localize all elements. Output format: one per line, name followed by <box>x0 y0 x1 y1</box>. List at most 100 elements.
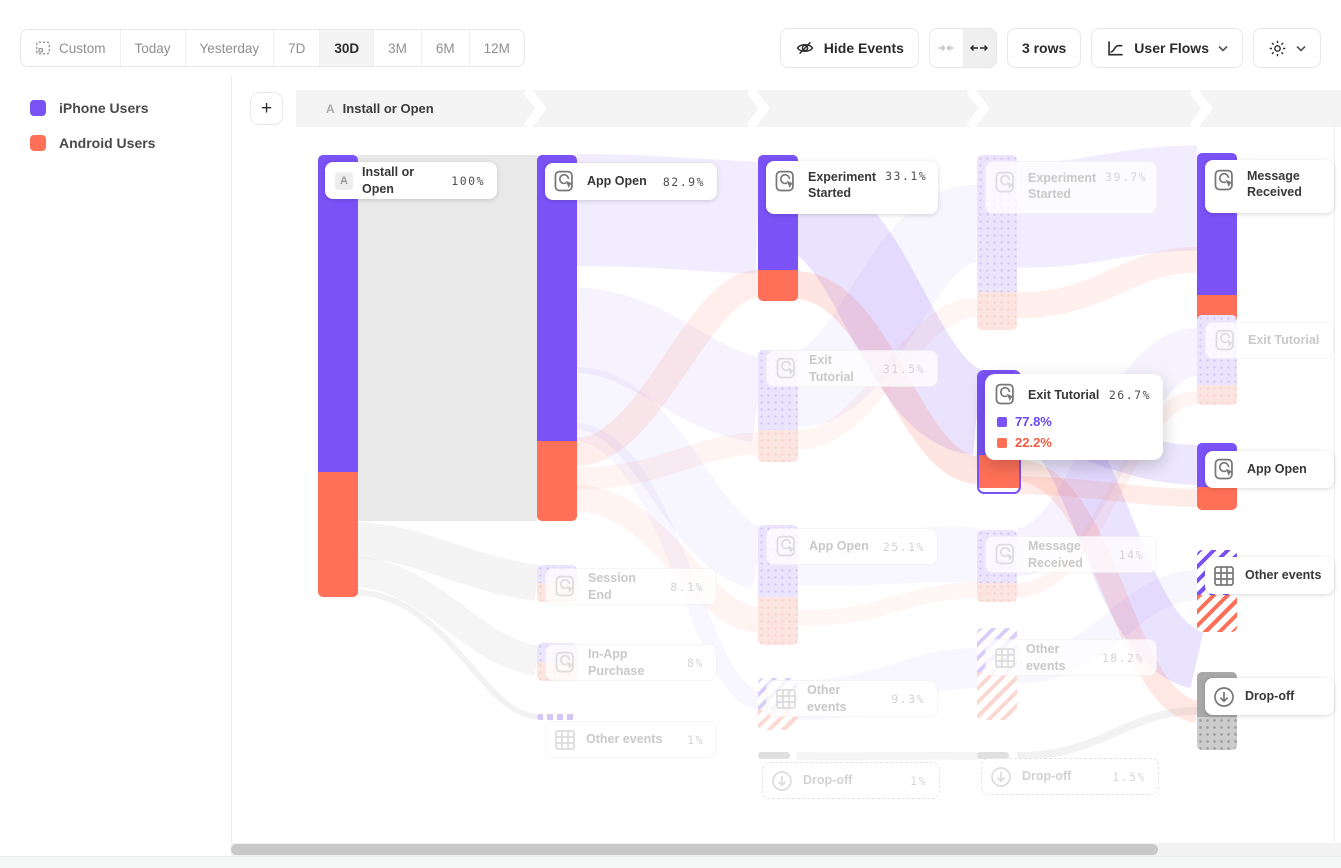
legend-sidebar: iPhone Users Android Users <box>0 76 232 843</box>
hide-events-label: Hide Events <box>823 40 904 56</box>
flow-node-install-or-open[interactable]: A Install or Open 100% <box>325 162 497 199</box>
drop-off-icon <box>770 769 794 793</box>
view-label: User Flows <box>1134 40 1209 56</box>
flow-node-session-end[interactable]: Session End 8.1% <box>545 568 717 605</box>
date-range-30d[interactable]: 30D <box>320 30 375 66</box>
date-range-label: 30D <box>334 40 360 56</box>
flow-node-in-app-purchase[interactable]: In-App Purchase 8% <box>545 644 717 681</box>
date-range-today[interactable]: Today <box>121 30 186 66</box>
legend-item-iphone-users[interactable]: iPhone Users <box>30 100 148 116</box>
node-label: Exit Tutorial <box>1248 333 1320 348</box>
date-range-label: 6M <box>435 40 455 56</box>
chevron-down-icon <box>1296 45 1306 52</box>
date-range-12m[interactable]: 12M <box>470 30 524 66</box>
node-label: Exit Tutorial <box>809 353 854 384</box>
flow-node-experiment-started[interactable]: Experiment Started 33.1% <box>766 161 938 214</box>
flow-bar-app-open[interactable] <box>537 155 577 521</box>
tooltip-android-share: 22.2% <box>997 435 1151 450</box>
date-range-7d[interactable]: 7D <box>274 30 321 66</box>
date-range-label: Custom <box>59 40 106 56</box>
expand-columns-button[interactable] <box>962 29 996 67</box>
flow-node-message-received[interactable]: Message Received 14% <box>985 536 1157 573</box>
node-percentage: 9.3% <box>891 691 925 706</box>
tap-event-icon <box>553 650 579 676</box>
iphone-users-swatch <box>30 100 46 116</box>
node-label: Experiment Started <box>1028 171 1097 202</box>
tap-event-icon <box>1212 168 1238 194</box>
node-label: Exit Tutorial <box>1028 387 1100 402</box>
date-range-yesterday[interactable]: Yesterday <box>186 30 275 66</box>
node-label: Message Received <box>1028 539 1083 570</box>
collapse-columns-button[interactable] <box>930 29 963 67</box>
flow-node-experiment-started-2[interactable]: Experiment Started 39.7% <box>985 161 1157 214</box>
breadcrumb-step-install-or-open[interactable]: A Install or Open <box>326 90 434 127</box>
flow-bar-drop-off-2[interactable] <box>977 752 1009 759</box>
date-range-3m[interactable]: 3M <box>374 30 422 66</box>
android-users-swatch <box>997 437 1007 448</box>
flow-node-exit-tutorial-2[interactable]: Exit Tutorial <box>1205 322 1334 359</box>
flows-chart-icon <box>1108 40 1123 55</box>
node-percentage: 39.7% <box>1105 170 1148 184</box>
node-percentage: 31.5% <box>882 361 925 376</box>
horizontal-scrollbar-thumb[interactable] <box>231 844 1158 855</box>
node-label: Message Received <box>1247 169 1302 200</box>
node-percentage: 1% <box>687 732 704 747</box>
flow-node-other-events-2[interactable]: Other events 9.3% <box>766 680 938 717</box>
node-label: Drop-off <box>1022 769 1072 784</box>
date-range-selector: Custom Today Yesterday 7D 30D 3M 6M 12M <box>20 29 525 67</box>
node-percentage: 25.1% <box>882 539 925 554</box>
flow-node-drop-off-2[interactable]: Drop-off 1.5% <box>981 758 1159 795</box>
gear-icon <box>1269 40 1286 56</box>
flow-node-other-events-4[interactable]: Other events <box>1205 557 1334 594</box>
flow-bar-other-events[interactable] <box>537 714 577 720</box>
rows-button[interactable]: 3 rows <box>1006 28 1082 68</box>
hide-events-button[interactable]: Hide Events <box>779 28 919 68</box>
tap-event-icon <box>773 169 799 195</box>
tap-event-icon <box>993 170 1019 196</box>
breadcrumb-chevron-icon <box>1190 90 1213 127</box>
tap-event-icon <box>553 574 579 600</box>
flow-node-drop-off[interactable]: Drop-off 1% <box>762 762 940 799</box>
add-step-button[interactable]: + <box>250 92 283 125</box>
chart-right-edge <box>1334 126 1335 845</box>
node-label: Drop-off <box>1245 689 1295 704</box>
node-percentage: 82.9% <box>662 174 705 189</box>
step-letter-badge: A <box>335 171 353 190</box>
eye-off-icon <box>796 41 814 55</box>
tap-event-icon <box>774 534 800 560</box>
chevron-down-icon <box>1218 45 1228 52</box>
share-percentage: 77.8% <box>1015 414 1052 429</box>
settings-button[interactable] <box>1253 28 1321 68</box>
grid-events-icon <box>774 687 798 711</box>
date-range-6m[interactable]: 6M <box>422 30 470 66</box>
node-percentage: 100% <box>451 173 485 188</box>
date-range-label: 3M <box>388 40 407 56</box>
flow-node-app-open-2[interactable]: App Open 25.1% <box>766 528 938 565</box>
legend-item-android-users[interactable]: Android Users <box>30 135 155 151</box>
flow-node-app-open[interactable]: App Open 82.9% <box>545 163 717 200</box>
flow-node-drop-off-3[interactable]: Drop-off <box>1205 678 1334 715</box>
flow-node-exit-tutorial[interactable]: Exit Tutorial 31.5% <box>766 350 938 387</box>
flow-bar-install-or-open[interactable] <box>318 155 358 597</box>
flow-node-app-open-3[interactable]: App Open <box>1205 451 1334 488</box>
breadcrumb-label: Install or Open <box>342 101 434 116</box>
date-range-label: Yesterday <box>199 40 260 56</box>
grid-events-icon <box>993 646 1017 670</box>
flow-bar-drop-off[interactable] <box>758 752 790 759</box>
breadcrumb-chevron-icon <box>524 90 547 127</box>
node-percentage: 26.7% <box>1108 388 1151 402</box>
flow-node-message-received-2[interactable]: Message Received <box>1205 160 1334 213</box>
date-range-label: Today <box>134 40 171 56</box>
node-label: App Open <box>1247 462 1307 477</box>
node-label: Experiment Started <box>808 170 877 201</box>
android-users-swatch <box>30 135 46 151</box>
node-percentage: 8.1% <box>670 579 704 594</box>
date-range-custom[interactable]: Custom <box>21 30 121 66</box>
flow-node-other-events-3[interactable]: Other events 18.2% <box>985 639 1157 676</box>
flow-node-other-events[interactable]: Other events 1% <box>545 721 717 758</box>
node-percentage: 1.5% <box>1112 769 1146 784</box>
view-selector[interactable]: User Flows <box>1091 28 1243 68</box>
tap-event-icon <box>552 169 578 195</box>
collapse-icon <box>938 45 954 51</box>
